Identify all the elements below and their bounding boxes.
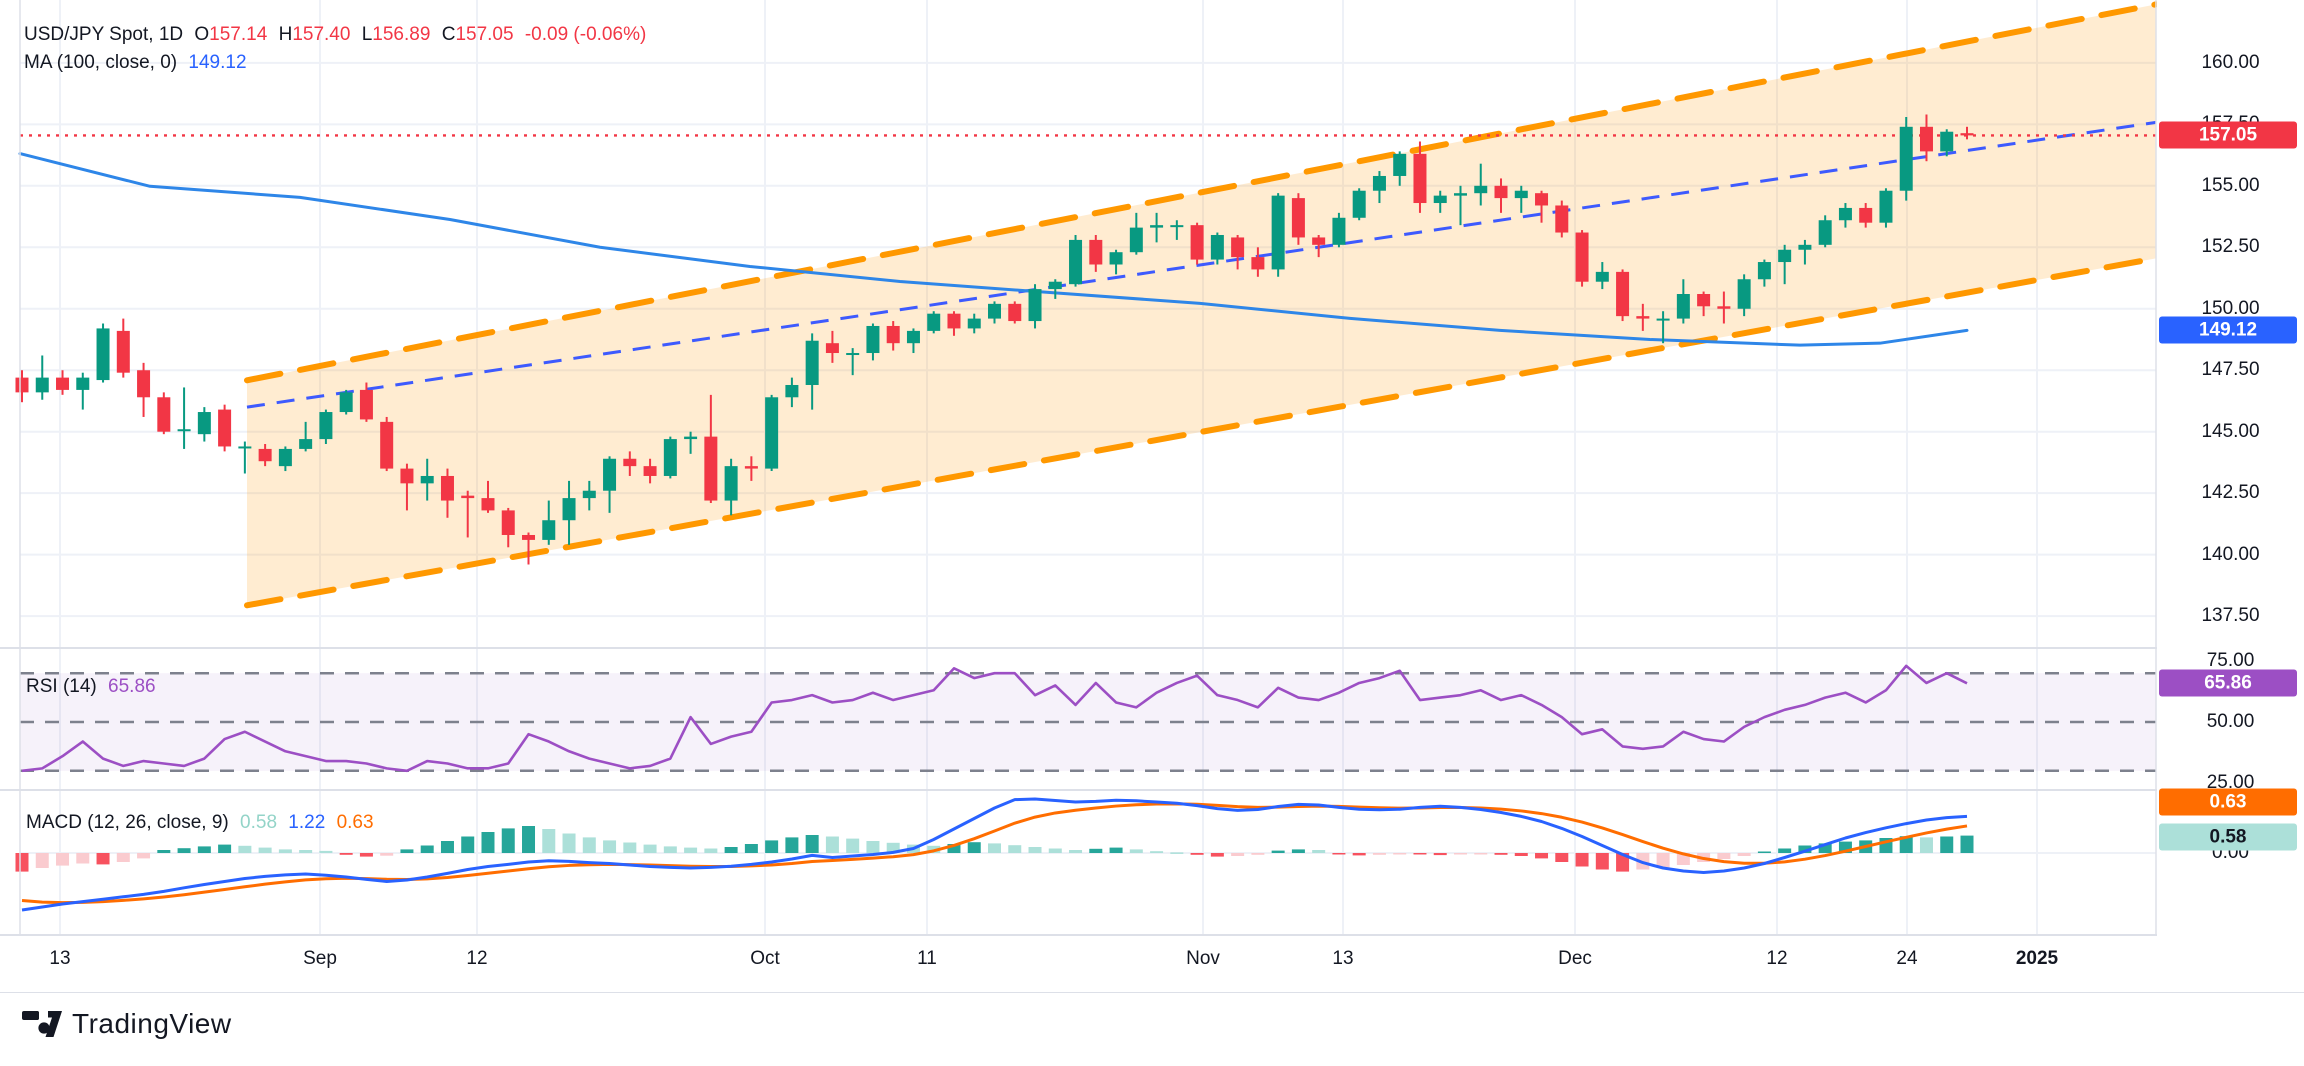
macd-signal-badge: 0.63 (2159, 788, 2297, 816)
axis-tick-label: 142.50 (2201, 482, 2260, 504)
axis-tick-label: 147.50 (2201, 359, 2260, 381)
tradingview-branding[interactable]: TradingView (22, 1008, 232, 1040)
ma-legend[interactable]: MA (100, close, 0) 149.12 (24, 52, 253, 74)
low-label: L (361, 24, 373, 45)
last-price-badge: 157.05 (2159, 121, 2297, 149)
time-axis[interactable]: 13 Sep 12 Oct 11 Nov 13 Dec 12 24 2025 (0, 936, 2304, 992)
time-axis-label: 12 (1766, 948, 1788, 969)
axis-tick-label: 160.00 (2201, 51, 2260, 73)
time-axis-label: 24 (1896, 948, 1918, 969)
time-axis-label: Dec (1558, 948, 1592, 969)
rsi-label: RSI (14) (26, 676, 97, 697)
tradingview-logo-icon (22, 1011, 62, 1037)
tradingview-wordmark: TradingView (72, 1008, 232, 1039)
change-value: -0.09 (-0.06%) (524, 24, 647, 45)
low-value: 156.89 (372, 24, 431, 45)
macd-hist-value: 0.58 (240, 812, 278, 833)
macd-signal-value: 0.63 (336, 812, 374, 833)
ma-price-badge: 149.12 (2159, 316, 2297, 344)
time-axis-label: 2025 (2015, 948, 2059, 969)
macd-label: MACD (12, 26, close, 9) (26, 812, 229, 833)
time-axis-label: Sep (303, 948, 337, 969)
axis-tick-label: 155.00 (2201, 174, 2260, 196)
close-label: C (441, 24, 456, 45)
axis-tick-label: 150.00 (2201, 297, 2260, 319)
ma-label: MA (100, close, 0) (24, 52, 178, 73)
open-label: O (194, 24, 210, 45)
macd-line-value: 1.22 (288, 812, 326, 833)
symbol-legend[interactable]: USD/JPY Spot, 1D O157.14 H157.40 L156.89… (24, 24, 652, 46)
ma-value: 149.12 (188, 52, 247, 73)
axis-tick-label: 50.00 (2206, 711, 2255, 732)
high-value: 157.40 (292, 24, 351, 45)
axis-tick-label: 145.00 (2201, 420, 2260, 442)
time-axis-label: 13 (1332, 948, 1354, 969)
axis-tick-label: 25.00 (2206, 772, 2255, 793)
open-value: 157.14 (209, 24, 268, 45)
time-axis-label: Nov (1186, 948, 1220, 969)
macd-legend[interactable]: MACD (12, 26, close, 9) 0.58 1.22 0.63 (26, 812, 380, 834)
axis-tick-label: 152.50 (2201, 236, 2260, 258)
rsi-legend[interactable]: RSI (14) 65.86 (26, 676, 162, 698)
close-value: 157.05 (455, 24, 514, 45)
rsi-value: 65.86 (108, 676, 156, 697)
time-axis-label: 12 (466, 948, 488, 969)
high-label: H (278, 24, 293, 45)
time-axis-label: Oct (750, 948, 780, 969)
symbol-title: USD/JPY Spot, 1D (24, 24, 184, 45)
macd-hist-badge: 0.58 (2159, 823, 2297, 851)
time-axis-label: 11 (917, 948, 937, 969)
axis-tick-label: 137.50 (2201, 605, 2260, 627)
time-axis-label: 13 (49, 948, 71, 969)
axis-tick-label: 140.00 (2201, 543, 2260, 565)
rsi-badge: 65.86 (2159, 669, 2297, 697)
axis-tick-label: 75.00 (2206, 650, 2255, 671)
